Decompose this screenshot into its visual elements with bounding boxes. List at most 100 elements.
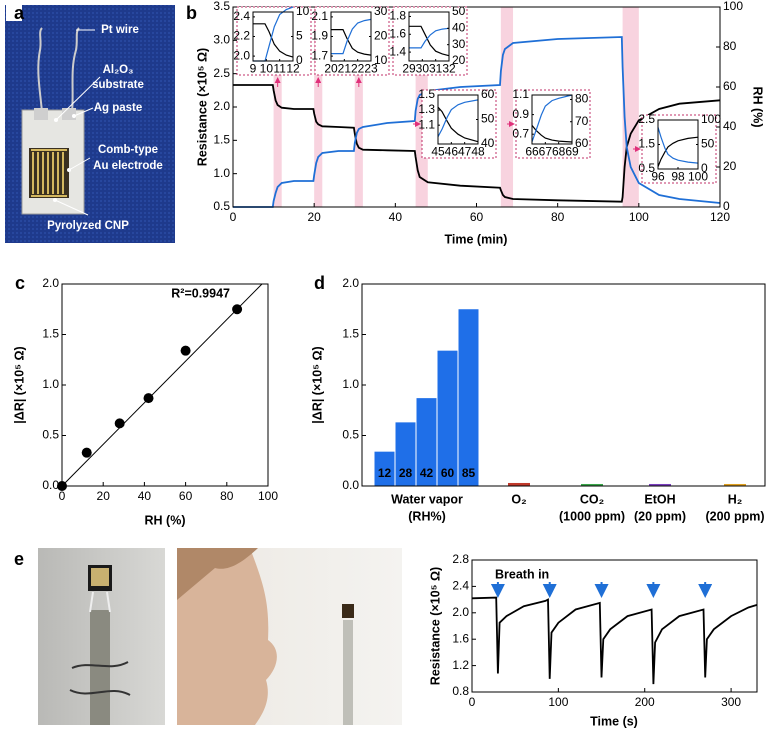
label: d — [314, 273, 325, 293]
x-tick-label: 45 — [431, 145, 445, 159]
x-tick-label: 69 — [565, 145, 579, 159]
x-tick-label: 0 — [230, 210, 237, 224]
bar-label: 85 — [462, 466, 476, 480]
label: Pt wire — [101, 24, 139, 36]
x-tick-label: 23 — [364, 62, 378, 76]
x-tick-label: 100 — [688, 170, 708, 184]
y-tick-label: 0.5 — [638, 161, 655, 175]
x-tick-label: 0 — [469, 695, 476, 709]
y2-tick-label: 0 — [296, 53, 303, 67]
y-tick-label: 1.2 — [452, 658, 469, 672]
y-tick-label: 1.1 — [512, 87, 529, 101]
x-tick-label: 20 — [97, 489, 111, 503]
x-tick-label: 10 — [260, 62, 274, 76]
label: Ag paste — [94, 102, 143, 114]
x-tick-label: 100 — [629, 210, 649, 224]
y-tick-label: 1.5 — [42, 327, 59, 341]
y-tick-label: 1.3 — [418, 102, 435, 116]
highlight-band — [622, 7, 639, 207]
y-tick-label: 3.5 — [213, 0, 230, 13]
inset-line — [409, 25, 450, 57]
y2-tick-label: 50 — [481, 112, 495, 126]
point — [114, 418, 125, 429]
x-tick-label: 120 — [710, 210, 730, 224]
y-tick-label: 2.5 — [213, 66, 230, 80]
bar — [724, 483, 746, 486]
label: (20 ppm) — [634, 509, 686, 523]
label: Comb-type — [98, 144, 158, 156]
y-tick-label: 0.7 — [512, 126, 529, 140]
bar — [458, 309, 479, 486]
y-tick-label: 1.0 — [42, 377, 59, 391]
x-tick-label: 40 — [389, 210, 403, 224]
inset-box — [515, 89, 591, 159]
bar — [649, 483, 671, 486]
x-tick-label: 40 — [138, 489, 152, 503]
y-tick-label: 1.7 — [311, 48, 328, 62]
bar-label: 12 — [378, 466, 392, 480]
inset-line — [409, 27, 450, 49]
x-tick-label: 12 — [286, 62, 300, 76]
y-tick-label: 1.9 — [311, 29, 328, 43]
y-tick-label: 2.0 — [213, 99, 230, 113]
y-tick-label: 0.0 — [342, 478, 359, 492]
y-tick-label: 3.0 — [213, 33, 230, 47]
y-tick-label: 1.6 — [389, 26, 406, 40]
label: RH (%) — [751, 87, 765, 128]
x-tick-label: 9 — [250, 62, 257, 76]
plot-frame — [531, 94, 573, 145]
label: |ΔR| (×10⁵ Ω) — [12, 346, 26, 423]
series-line — [233, 36, 721, 208]
y2-tick-label: 40 — [481, 136, 495, 150]
plot-frame — [61, 283, 269, 487]
inset-line — [437, 99, 479, 137]
label: CO₂ — [580, 492, 604, 506]
inset-line — [531, 94, 573, 143]
y-tick-label: 0.5 — [213, 199, 230, 213]
x-tick-label: 96 — [651, 170, 665, 184]
x-tick-label: 300 — [721, 695, 741, 709]
x-tick-label: 68 — [552, 145, 566, 159]
y-tick-label: 1.5 — [213, 133, 230, 147]
y-tick-label: 0.8 — [452, 684, 469, 698]
y-tick-label: 0.5 — [342, 428, 359, 442]
x-tick-label: 46 — [445, 145, 459, 159]
y2-tick-label: 80 — [575, 92, 589, 106]
label: H₂ — [728, 492, 743, 506]
series-line — [471, 596, 758, 685]
label: Time (min) — [445, 232, 508, 246]
label: (RH%) — [408, 509, 446, 523]
label: RH (%) — [145, 513, 186, 527]
inset-line — [253, 23, 294, 58]
y-tick-label: 0.9 — [512, 107, 529, 121]
x-tick-label: 98 — [671, 170, 685, 184]
y2-tick-label: 30 — [374, 4, 388, 18]
x-tick-label: 200 — [635, 695, 655, 709]
y-tick-label: 2.0 — [233, 48, 250, 62]
y2-tick-label: 0 — [723, 199, 730, 213]
point — [232, 304, 243, 315]
series-line — [233, 84, 721, 203]
x-tick-label: 66 — [525, 145, 539, 159]
label: Au electrode — [93, 160, 163, 172]
y-tick-label: 2.0 — [342, 276, 359, 290]
label: a — [14, 3, 25, 23]
label: (200 ppm) — [705, 509, 764, 523]
x-tick-label: 29 — [402, 62, 416, 76]
y2-tick-label: 10 — [296, 4, 310, 18]
x-tick-label: 67 — [539, 145, 553, 159]
y2-tick-label: 30 — [452, 37, 466, 51]
label: O₂ — [511, 492, 526, 506]
highlight-band — [354, 7, 363, 207]
y2-tick-label: 5 — [296, 29, 303, 43]
x-tick-label: 21 — [338, 62, 352, 76]
x-tick-label: 80 — [220, 489, 234, 503]
y2-tick-label: 40 — [452, 21, 466, 35]
y2-tick-label: 100 — [701, 112, 721, 126]
y-tick-label: 0.0 — [42, 478, 59, 492]
label: Time (s) — [590, 714, 638, 728]
y2-tick-label: 60 — [481, 87, 495, 101]
x-tick-label: 100 — [548, 695, 568, 709]
y2-tick-label: 60 — [575, 136, 589, 150]
y-tick-label: 2.2 — [233, 29, 250, 43]
